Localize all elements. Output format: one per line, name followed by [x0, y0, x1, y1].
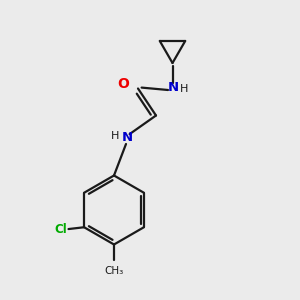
Text: H: H — [110, 131, 119, 141]
Text: Cl: Cl — [55, 223, 68, 236]
Text: O: O — [118, 77, 130, 91]
Text: H: H — [180, 84, 189, 94]
Text: N: N — [167, 81, 179, 94]
Text: CH₃: CH₃ — [104, 266, 124, 275]
Text: N: N — [121, 130, 133, 144]
